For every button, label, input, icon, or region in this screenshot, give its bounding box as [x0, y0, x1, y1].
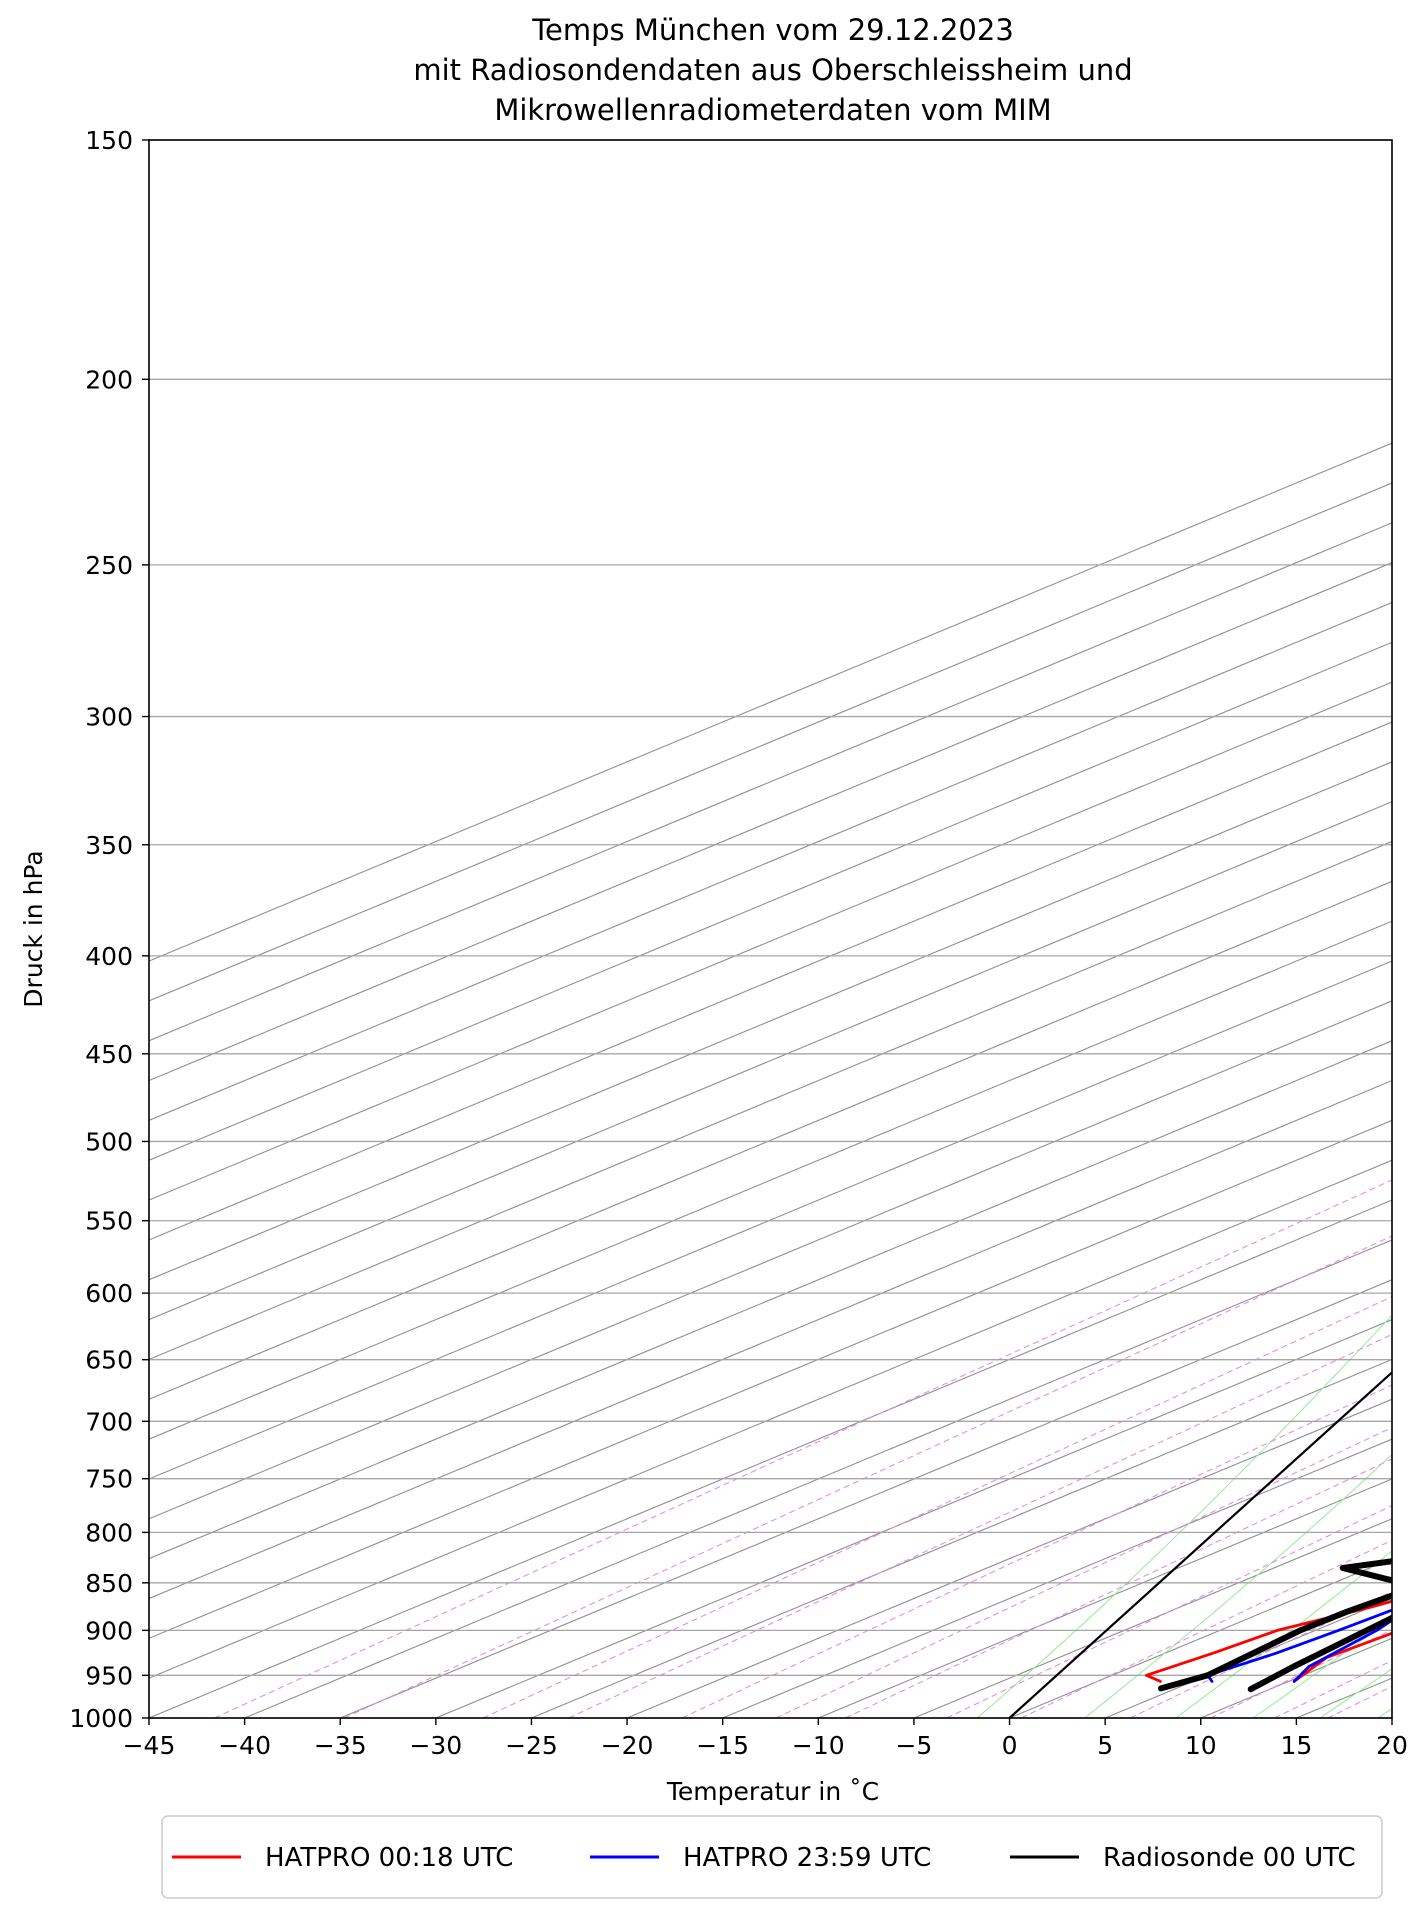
- isotherm-line: [149, 960, 1392, 1480]
- x-tick-label: −25: [505, 1731, 558, 1760]
- y-tick-label: 750: [85, 1465, 133, 1494]
- isotherm-lines: [149, 442, 1392, 1718]
- isotherm-line: [149, 562, 1392, 1082]
- isotherm-line: [244, 1239, 1392, 1718]
- isotherm-line: [149, 1159, 1392, 1679]
- mixing-ratio-line: [568, 1333, 1392, 1718]
- zero-degree-line: [1008, 1371, 1392, 1718]
- sounding-series: [1145, 1558, 1392, 1693]
- isotherm-line: [435, 1319, 1392, 1718]
- y-tick-label: 1000: [69, 1704, 133, 1733]
- chart-title: Temps München vom 29.12.2023 mit Radioso…: [413, 13, 1132, 127]
- y-axis-label: Druck in hPa: [19, 850, 48, 1007]
- x-axis-label: Temperatur in ˚C: [666, 1777, 879, 1806]
- x-tick-label: −10: [792, 1731, 845, 1760]
- isotherm-line: [149, 761, 1392, 1281]
- legend-label-hatpro-2359: HATPRO 23:59 UTC: [683, 1843, 931, 1873]
- isotherm-line: [340, 1279, 1392, 1718]
- y-tick-label: 400: [85, 942, 133, 971]
- title-line-1: Temps München vom 29.12.2023: [531, 13, 1014, 47]
- x-tick-label: −35: [314, 1731, 367, 1760]
- moist-adiabat-line: [1175, 1550, 1392, 1718]
- isotherm-line: [722, 1438, 1392, 1718]
- y-axis-ticks: 1000 950 900 850 800 750 700 650 600 550 500 450 400…: [69, 126, 149, 1733]
- moist-adiabat-line: [976, 1314, 1392, 1718]
- y-tick-label: 900: [85, 1616, 133, 1645]
- isotherm-line: [149, 681, 1392, 1201]
- isotherm-line: [149, 1040, 1392, 1560]
- y-tick-label: 500: [85, 1127, 133, 1156]
- isotherm-line: [149, 840, 1392, 1361]
- y-tick-label: 600: [85, 1279, 133, 1308]
- x-tick-label: −5: [895, 1731, 932, 1760]
- x-tick-label: 20: [1376, 1731, 1408, 1760]
- x-tick-label: −15: [696, 1731, 749, 1760]
- plot-frame: [148, 139, 1393, 1719]
- isotherm-line: [149, 1199, 1392, 1718]
- isotherm-line: [531, 1358, 1392, 1718]
- isotherm-line: [149, 1000, 1392, 1520]
- isotherm-line: [149, 721, 1392, 1241]
- isotherm-line: [149, 601, 1392, 1121]
- x-tick-label: 15: [1280, 1731, 1312, 1760]
- y-tick-label: 250: [85, 551, 133, 580]
- x-tick-label: −45: [123, 1731, 176, 1760]
- x-tick-label: −30: [409, 1731, 462, 1760]
- legend: HATPRO 00:18 UTC HATPRO 23:59 UTC Radios…: [161, 1815, 1383, 1899]
- y-tick-label: 850: [85, 1569, 133, 1598]
- legend-label-radiosonde: Radiosonde 00 UTC: [1103, 1843, 1356, 1873]
- x-tick-label: 5: [1097, 1731, 1113, 1760]
- legend-label-hatpro-0018: HATPRO 00:18 UTC: [265, 1843, 513, 1873]
- y-tick-label: 800: [85, 1518, 133, 1547]
- y-tick-label: 150: [85, 126, 133, 155]
- mixing-ratio-line: [344, 1235, 1392, 1718]
- mixing-ratio-line: [681, 1384, 1392, 1718]
- moist-adiabat-lines: [976, 1314, 1392, 1718]
- mixing-ratio-line: [1021, 1539, 1392, 1718]
- y-tick-label: 450: [85, 1040, 133, 1069]
- y-tick-label: 350: [85, 831, 133, 860]
- isotherm-line: [149, 1119, 1392, 1639]
- isotherm-line: [149, 801, 1392, 1321]
- moist-adiabat-line: [1084, 1453, 1392, 1718]
- isotherm-line: [149, 880, 1392, 1400]
- isotherm-line: [149, 920, 1392, 1440]
- mixing-ratio-line: [482, 1296, 1392, 1718]
- hatpro-00-18-utc-temperature-line: [1145, 1599, 1392, 1683]
- isotherm-line: [149, 442, 1392, 962]
- hatpro-23-59-utc-temperature-line: [1206, 1608, 1392, 1683]
- legend-box: [161, 1815, 1383, 1899]
- title-line-2: mit Radiosondendaten aus Oberschleisshei…: [413, 53, 1132, 87]
- y-tick-label: 650: [85, 1346, 133, 1375]
- isotherm-line: [149, 522, 1392, 1042]
- x-axis-ticks: −45 −40 −35 −30 −25 −20 −15 −10 −5 0 5 10 15 20: [123, 1718, 1408, 1760]
- title-line-3: Mikrowellenradiometerdaten vom MIM: [494, 93, 1051, 127]
- y-tick-label: 950: [85, 1661, 133, 1690]
- y-tick-label: 200: [85, 365, 133, 394]
- isotherm-line: [149, 1079, 1392, 1600]
- x-tick-label: −20: [601, 1731, 654, 1760]
- x-tick-label: 10: [1185, 1731, 1217, 1760]
- x-tick-label: 0: [1002, 1731, 1018, 1760]
- zero-degree-line-path: [1008, 1371, 1392, 1718]
- x-tick-label: −40: [218, 1731, 271, 1760]
- y-tick-label: 700: [85, 1407, 133, 1436]
- isotherm-line: [149, 641, 1392, 1161]
- isotherm-line: [149, 482, 1392, 1002]
- y-tick-label: 300: [85, 703, 133, 732]
- y-tick-label: 550: [85, 1207, 133, 1236]
